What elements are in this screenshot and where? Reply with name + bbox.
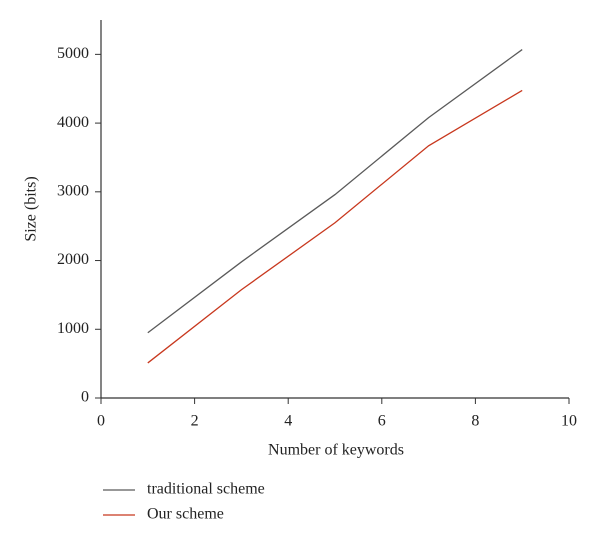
x-tick-label: 0 xyxy=(97,413,105,430)
y-tick-label: 0 xyxy=(81,389,89,406)
x-tick-label: 6 xyxy=(378,413,386,430)
legend-label: traditional scheme xyxy=(147,481,265,498)
y-tick-label: 5000 xyxy=(57,45,89,62)
x-tick-label: 2 xyxy=(191,413,199,430)
series-line xyxy=(147,49,523,334)
y-axis-label: Size (bits) xyxy=(23,176,40,241)
y-tick-label: 1000 xyxy=(57,320,89,337)
x-axis-label: Number of keywords xyxy=(268,442,404,459)
x-tick-label: 8 xyxy=(471,413,479,430)
y-tick-label: 3000 xyxy=(57,182,89,199)
x-tick-label: 10 xyxy=(561,413,577,430)
series-line xyxy=(147,89,523,364)
legend-label: Our scheme xyxy=(147,506,224,523)
y-tick-label: 4000 xyxy=(57,114,89,131)
x-tick-label: 4 xyxy=(284,413,292,430)
y-tick-label: 2000 xyxy=(57,251,89,268)
